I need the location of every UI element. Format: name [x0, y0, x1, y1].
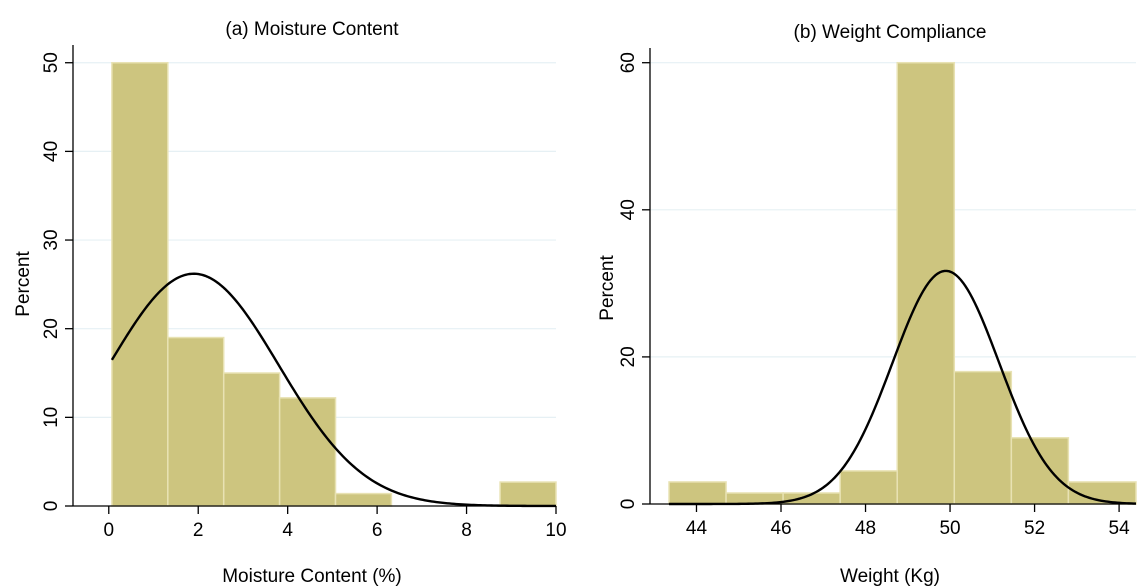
- y-tick-label: 60: [618, 52, 639, 73]
- y-axis-label: Percent: [597, 255, 618, 321]
- histogram-bar: [499, 481, 557, 507]
- histogram-bars: [111, 61, 557, 507]
- chart-title: (b) Weight Compliance: [794, 22, 987, 43]
- x-tick-label: 54: [1109, 518, 1131, 539]
- x-tick-label: 10: [545, 520, 566, 541]
- y-tick-label: 10: [41, 407, 62, 428]
- normal-curve: [110, 272, 556, 508]
- x-axis-label: Moisture Content (%): [222, 566, 402, 587]
- y-tick-label: 0: [41, 501, 62, 512]
- histogram-bar: [222, 372, 281, 507]
- histogram-bar: [839, 470, 898, 505]
- x-tick-label: 6: [372, 520, 383, 541]
- histogram-bar: [1010, 437, 1070, 505]
- y-tick-label: 40: [618, 199, 639, 220]
- y-tick-labels: 0 20 40 60: [618, 52, 639, 509]
- histogram-bar: [953, 370, 1013, 505]
- y-tick-label: 20: [618, 346, 639, 367]
- grid-lines: [650, 62, 1136, 358]
- x-tick-label: 2: [193, 520, 204, 541]
- y-tick-labels: 0 10 20 30 40 50: [41, 52, 62, 511]
- histogram-bar: [278, 397, 337, 507]
- x-axis-label: Weight (Kg): [840, 566, 940, 587]
- x-tick-label: 46: [770, 518, 791, 539]
- y-tick-label: 20: [41, 318, 62, 339]
- chart-panel-weight: 44 46 48 50 52 54 0 20 40 60 (b) Weight Complian…: [597, 22, 1137, 587]
- x-tick-label: 44: [686, 518, 708, 539]
- histogram-bar: [334, 492, 393, 507]
- x-tick-label: 52: [1024, 518, 1045, 539]
- histogram-bars: [668, 61, 1137, 505]
- y-tick-label: 50: [41, 52, 62, 73]
- x-tick-label: 4: [282, 520, 293, 541]
- histogram-bar: [896, 61, 956, 505]
- axes: [642, 48, 1136, 512]
- chart-title: (a) Moisture Content: [225, 19, 399, 40]
- histogram-bar: [167, 336, 225, 507]
- x-tick-labels: 44 46 48 50 52 54: [686, 518, 1130, 539]
- x-tick-label: 0: [103, 520, 114, 541]
- chart-panel-moisture: 0 2 4 6 8 10 0 10 20 30 40 50 (a) Moisture Content…: [13, 19, 567, 587]
- x-tick-label: 48: [855, 518, 876, 539]
- x-tick-labels: 0 2 4 6 8 10: [103, 520, 566, 541]
- y-tick-label: 40: [41, 141, 62, 162]
- y-axis-label: Percent: [13, 251, 34, 317]
- y-tick-label: 30: [41, 229, 62, 250]
- x-tick-label: 8: [461, 520, 472, 541]
- histogram-bar: [111, 61, 169, 507]
- y-tick-label: 0: [618, 499, 639, 510]
- axes: [65, 45, 557, 514]
- x-tick-label: 50: [939, 518, 960, 539]
- histogram-bar: [668, 481, 727, 505]
